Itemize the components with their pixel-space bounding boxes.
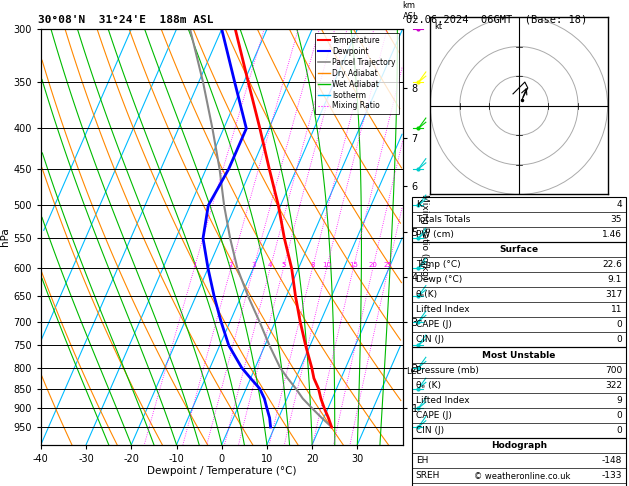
Text: SREH: SREH: [416, 471, 440, 480]
Text: 4: 4: [268, 262, 272, 268]
Text: 22.6: 22.6: [602, 260, 622, 269]
Text: Hodograph: Hodograph: [491, 441, 547, 450]
Text: Totals Totals: Totals Totals: [416, 215, 470, 224]
Text: 2: 2: [229, 262, 233, 268]
Text: Temp (°C): Temp (°C): [416, 260, 460, 269]
Text: -148: -148: [602, 456, 622, 465]
Text: Lifted Index: Lifted Index: [416, 305, 469, 314]
Text: K: K: [416, 200, 421, 209]
Text: 700: 700: [605, 365, 622, 375]
Text: © weatheronline.co.uk: © weatheronline.co.uk: [474, 472, 571, 481]
Text: 30°08'N  31°24'E  188m ASL: 30°08'N 31°24'E 188m ASL: [38, 15, 213, 25]
Text: 9: 9: [616, 396, 622, 405]
Text: Surface: Surface: [499, 245, 538, 254]
Text: 1.46: 1.46: [602, 230, 622, 239]
Text: 3: 3: [251, 262, 256, 268]
Text: CIN (J): CIN (J): [416, 335, 444, 345]
Text: PW (cm): PW (cm): [416, 230, 454, 239]
Text: 0: 0: [616, 426, 622, 435]
Text: 11: 11: [611, 305, 622, 314]
Text: 4: 4: [616, 200, 622, 209]
Text: LCL: LCL: [406, 367, 421, 377]
X-axis label: Dewpoint / Temperature (°C): Dewpoint / Temperature (°C): [147, 467, 296, 476]
Text: 15: 15: [349, 262, 358, 268]
Text: 1: 1: [192, 262, 196, 268]
Y-axis label: hPa: hPa: [1, 227, 11, 246]
Text: Pressure (mb): Pressure (mb): [416, 365, 479, 375]
Text: 20: 20: [369, 262, 377, 268]
Text: 25: 25: [384, 262, 392, 268]
Text: Lifted Index: Lifted Index: [416, 396, 469, 405]
Text: 5: 5: [281, 262, 286, 268]
Text: km
ASL: km ASL: [403, 1, 418, 21]
Y-axis label: Mixing Ratio (g/kg): Mixing Ratio (g/kg): [420, 194, 429, 280]
Text: CAPE (J): CAPE (J): [416, 320, 452, 330]
Text: 9.1: 9.1: [608, 275, 622, 284]
Text: 35: 35: [611, 215, 622, 224]
Text: 8: 8: [310, 262, 314, 268]
Text: CAPE (J): CAPE (J): [416, 411, 452, 420]
Text: 0: 0: [616, 320, 622, 330]
Text: 322: 322: [605, 381, 622, 390]
Text: θₑ (K): θₑ (K): [416, 381, 441, 390]
Text: 0: 0: [616, 335, 622, 345]
Text: -133: -133: [601, 471, 622, 480]
Text: 0: 0: [616, 411, 622, 420]
Text: kt: kt: [434, 22, 442, 31]
Legend: Temperature, Dewpoint, Parcel Trajectory, Dry Adiabat, Wet Adiabat, Isotherm, Mi: Temperature, Dewpoint, Parcel Trajectory…: [315, 33, 399, 114]
Text: Most Unstable: Most Unstable: [482, 350, 555, 360]
Text: Dewp (°C): Dewp (°C): [416, 275, 462, 284]
Text: θₑ(K): θₑ(K): [416, 290, 438, 299]
Text: CIN (J): CIN (J): [416, 426, 444, 435]
Text: 10: 10: [322, 262, 331, 268]
Text: 02.06.2024  06GMT  (Base: 18): 02.06.2024 06GMT (Base: 18): [406, 15, 587, 25]
Text: EH: EH: [416, 456, 428, 465]
Text: 317: 317: [605, 290, 622, 299]
